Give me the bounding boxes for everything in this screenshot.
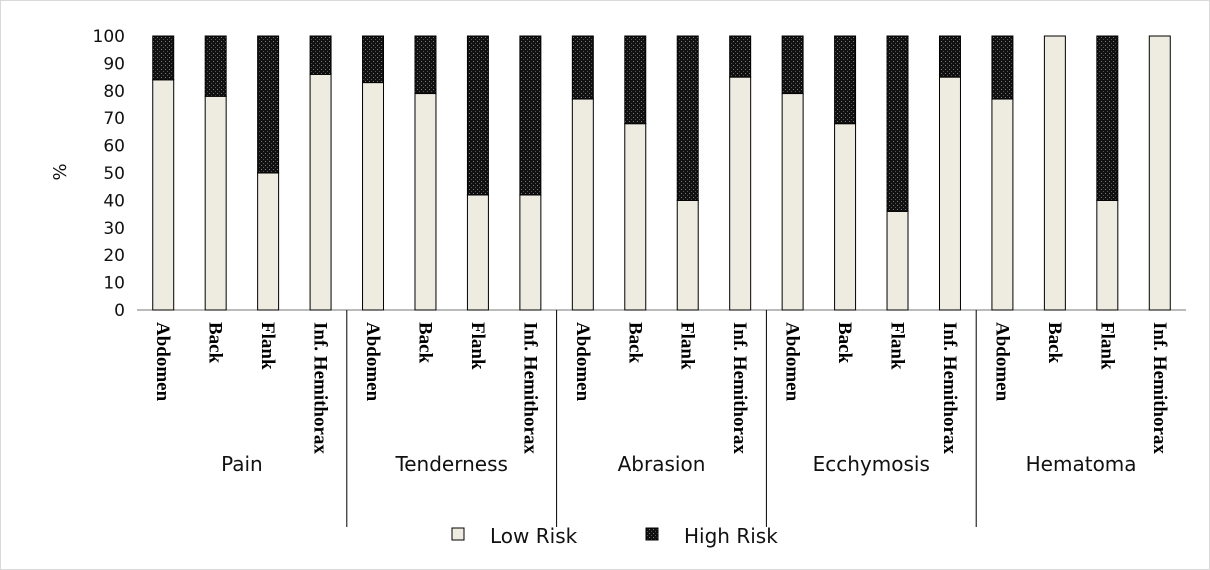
category-label: Abdomen — [362, 322, 383, 402]
y-tick-label: 0 — [114, 301, 125, 321]
bar-low-risk — [624, 123, 647, 311]
legend-swatch-low-risk — [451, 527, 465, 541]
category-label: Flank — [1096, 322, 1117, 370]
y-tick-label: 20 — [103, 246, 125, 266]
bar-high-risk — [257, 35, 280, 174]
bar-low-risk — [1148, 35, 1171, 311]
category-label: Flank — [677, 322, 698, 370]
bar-high-risk — [204, 35, 227, 97]
category-label: Back — [205, 322, 226, 364]
category-label: Flank — [257, 322, 278, 370]
group-label: Pain — [221, 452, 263, 476]
y-tick-label: 80 — [103, 82, 125, 102]
y-tick-label: 30 — [103, 219, 125, 239]
category-label: Back — [414, 322, 435, 364]
category-labels: Abdomen Back Flank Inf. Hemithorax Pain Abdom… — [152, 322, 1170, 476]
bar-high-risk — [781, 35, 804, 95]
bar-low-risk — [991, 98, 1014, 311]
bar-low-risk — [1043, 35, 1066, 311]
category-label: Inf. Hemithorax — [1149, 322, 1170, 454]
bar-low-risk — [519, 194, 542, 311]
group-label: Tenderness — [394, 452, 508, 476]
bar-high-risk — [571, 35, 594, 100]
group-label: Ecchymosis — [813, 452, 930, 476]
y-tick-label: 70 — [103, 109, 125, 129]
y-tick-label: 50 — [103, 164, 125, 184]
group-label: Hematoma — [1026, 452, 1137, 476]
category-label: Back — [834, 322, 855, 364]
y-tick-label: 100 — [93, 27, 125, 47]
category-label: Flank — [467, 322, 488, 370]
category-label: Inf. Hemithorax — [310, 322, 331, 454]
bar-high-risk — [624, 35, 647, 125]
bar-low-risk — [676, 199, 699, 311]
category-label: Abdomen — [991, 322, 1012, 402]
bar-low-risk — [466, 194, 489, 311]
y-tick-label: 10 — [103, 274, 125, 294]
bar-high-risk — [1096, 35, 1119, 201]
bar-high-risk — [362, 35, 385, 84]
legend: Low Risk High Risk — [451, 524, 778, 548]
bar-low-risk — [414, 93, 437, 311]
category-label: Flank — [887, 322, 908, 370]
bars — [152, 35, 1171, 311]
category-label: Abdomen — [572, 322, 593, 402]
bar-high-risk — [886, 35, 909, 212]
bar-low-risk — [362, 82, 385, 311]
legend-label-high-risk: High Risk — [684, 524, 778, 548]
category-label: Back — [624, 322, 645, 364]
bar-low-risk — [1096, 199, 1119, 311]
category-label: Abdomen — [152, 322, 173, 402]
bar-low-risk — [571, 98, 594, 311]
bar-low-risk — [257, 172, 280, 311]
bar-high-risk — [152, 35, 175, 81]
bar-low-risk — [152, 79, 175, 311]
bar-low-risk — [781, 93, 804, 311]
y-tick-label: 60 — [103, 137, 125, 157]
bar-high-risk — [676, 35, 699, 201]
category-label: Inf. Hemithorax — [729, 322, 750, 454]
bar-high-risk — [414, 35, 437, 95]
bar-low-risk — [834, 123, 857, 311]
group-label: Abrasion — [618, 452, 706, 476]
legend-swatch-high-risk — [645, 527, 659, 541]
bar-high-risk — [309, 35, 332, 75]
bar-low-risk — [886, 210, 909, 311]
bar-high-risk — [466, 35, 489, 196]
bar-high-risk — [938, 35, 961, 78]
bar-low-risk — [204, 95, 227, 311]
bar-high-risk — [519, 35, 542, 196]
bar-low-risk — [729, 76, 752, 311]
bar-high-risk — [834, 35, 857, 125]
bar-high-risk — [729, 35, 752, 78]
y-tick-label: 90 — [103, 54, 125, 74]
y-tick-label: 40 — [103, 191, 125, 211]
bar-high-risk — [991, 35, 1014, 100]
bar-low-risk — [309, 73, 332, 311]
category-label: Abdomen — [782, 322, 803, 402]
legend-label-low-risk: Low Risk — [490, 524, 578, 548]
y-axis-label: % — [50, 163, 71, 180]
category-label: Back — [1044, 322, 1065, 364]
category-label: Inf. Hemithorax — [939, 322, 960, 454]
bar-low-risk — [938, 76, 961, 311]
category-label: Inf. Hemithorax — [519, 322, 540, 454]
